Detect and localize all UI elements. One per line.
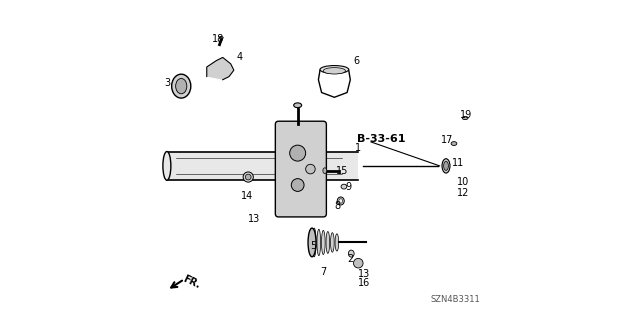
- Text: 18: 18: [212, 34, 225, 44]
- Text: 3: 3: [164, 78, 171, 88]
- Text: 9: 9: [346, 182, 352, 192]
- Text: SZN4B3311: SZN4B3311: [430, 295, 480, 304]
- Ellipse shape: [335, 234, 339, 251]
- Ellipse shape: [341, 184, 347, 189]
- Text: 16: 16: [358, 278, 370, 288]
- Text: FR.: FR.: [181, 274, 202, 291]
- Text: 15: 15: [336, 166, 349, 176]
- Ellipse shape: [172, 74, 191, 98]
- Text: B-33-61: B-33-61: [356, 134, 405, 144]
- Ellipse shape: [243, 172, 253, 182]
- Text: 12: 12: [457, 188, 469, 198]
- Text: 5: 5: [310, 241, 316, 251]
- Text: 14: 14: [241, 191, 253, 201]
- Bar: [167, 152, 358, 180]
- Ellipse shape: [320, 66, 349, 74]
- Text: 4: 4: [237, 52, 243, 62]
- Text: 1: 1: [355, 143, 361, 153]
- Ellipse shape: [294, 103, 301, 108]
- Ellipse shape: [339, 199, 342, 203]
- Circle shape: [353, 258, 363, 268]
- FancyBboxPatch shape: [275, 121, 326, 217]
- Text: 19: 19: [460, 110, 472, 121]
- Text: 10: 10: [457, 177, 469, 187]
- Ellipse shape: [462, 116, 468, 120]
- Ellipse shape: [323, 168, 326, 174]
- Ellipse shape: [337, 197, 344, 205]
- Ellipse shape: [323, 68, 346, 74]
- Circle shape: [290, 145, 306, 161]
- Text: 11: 11: [452, 158, 464, 168]
- Text: 13: 13: [358, 269, 370, 279]
- Text: 6: 6: [353, 56, 359, 66]
- Ellipse shape: [444, 161, 449, 170]
- Text: 8: 8: [335, 201, 340, 211]
- Text: 7: 7: [320, 267, 326, 277]
- Ellipse shape: [348, 250, 354, 257]
- Ellipse shape: [326, 232, 330, 253]
- Ellipse shape: [451, 142, 457, 145]
- Ellipse shape: [317, 229, 321, 256]
- Ellipse shape: [308, 228, 316, 257]
- Ellipse shape: [163, 152, 171, 180]
- Ellipse shape: [312, 228, 316, 257]
- Ellipse shape: [321, 230, 325, 255]
- Ellipse shape: [245, 174, 251, 180]
- Ellipse shape: [442, 159, 450, 173]
- Text: 2: 2: [347, 254, 353, 264]
- Ellipse shape: [175, 78, 187, 94]
- Ellipse shape: [330, 233, 334, 252]
- Ellipse shape: [219, 36, 223, 39]
- Polygon shape: [207, 57, 234, 80]
- Text: 17: 17: [440, 135, 453, 145]
- Circle shape: [306, 164, 316, 174]
- Text: 13: 13: [248, 213, 260, 224]
- Circle shape: [291, 179, 304, 191]
